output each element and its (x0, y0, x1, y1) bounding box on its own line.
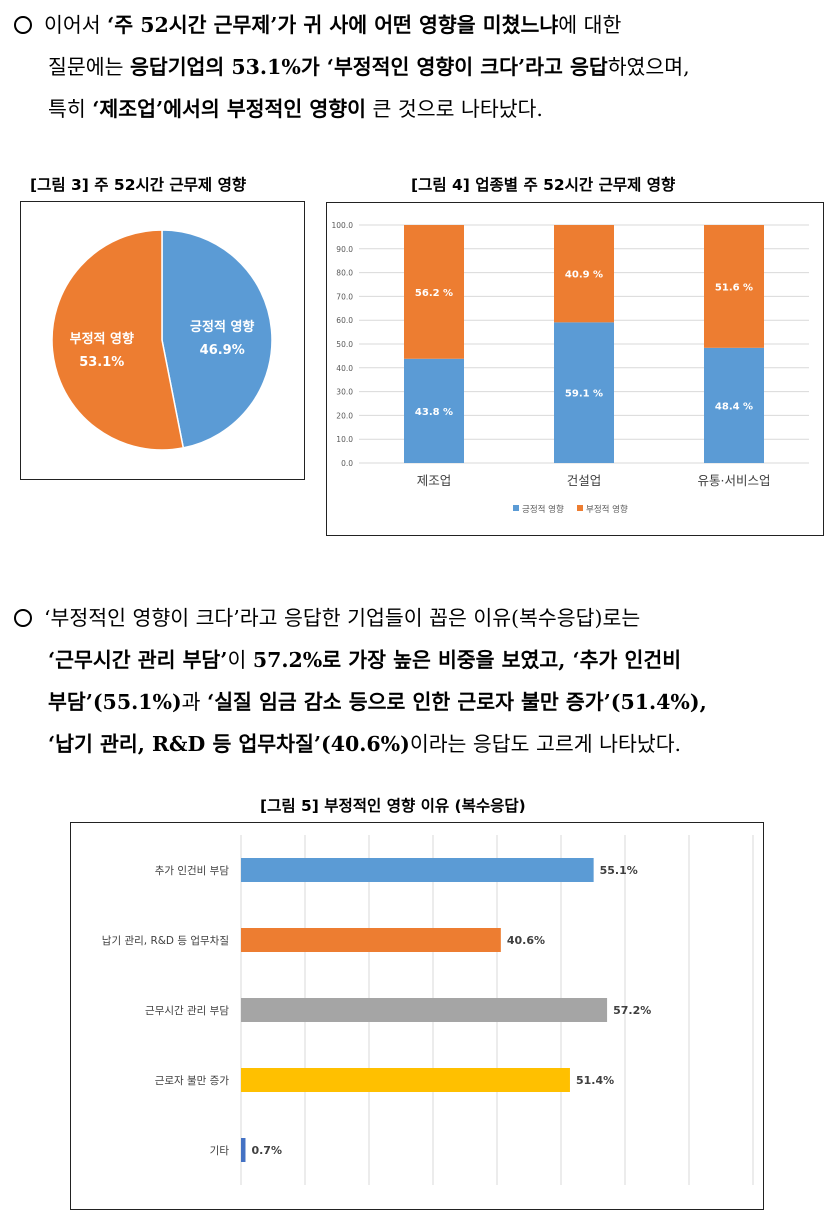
figure-5-caption: [그림 5] 부정적인 영향 이유 (복수응답) (260, 797, 526, 815)
bar (241, 928, 501, 952)
figure-4-frame: 0.0 10.0 20.0 30.0 40.0 50.0 60.0 70.0 80.0 90.0 1… (326, 202, 824, 536)
text-run: 이라는 응답도 고르게 나타났다. (409, 732, 682, 756)
bar-value-label: 55.1% (600, 864, 638, 877)
y-tick-label: 70.0 (336, 292, 353, 301)
pie-slice-label: 긍정적 영향 (190, 319, 254, 335)
y-tick-label: 90.0 (336, 245, 353, 254)
text-run: 큰 것으로 나타났다. (365, 97, 543, 121)
y-tick-label: 60.0 (336, 316, 353, 325)
figure-5-frame: 추가 인건비 부담 55.1% 납기 관리, R&D 등 업무차질 40.6% 근무시간… (70, 822, 764, 1210)
x-category-label: 제조업 (417, 473, 452, 488)
bold-run: 응답기업의 53.1%가 ‘부정적인 영향이 크다’라고 응답 (129, 55, 608, 79)
bar-value-label: 0.7% (251, 1144, 282, 1157)
bar-value-label: 43.8 % (415, 407, 453, 418)
figure-4-caption: [그림 4] 업종별 주 52시간 근무제 영향 (411, 176, 676, 194)
bar-value-label: 59.1 % (565, 389, 603, 400)
bar (241, 1068, 570, 1092)
pie-slice-value: 46.9% (200, 343, 245, 358)
category-label: 납기 관리, R&D 등 업무차질 (102, 934, 229, 947)
text-run: 과 (181, 690, 208, 714)
pie-slice (51, 229, 185, 451)
legend-swatch (513, 505, 519, 511)
bar-value-label: 51.6 % (715, 282, 753, 293)
y-tick-label: 30.0 (336, 388, 353, 397)
paragraph-1-line-3: 특히 ‘제조업’에서의 부정적인 영향이 큰 것으로 나타났다. (14, 88, 826, 130)
bold-run: ‘납기 관리, R&D 등 업무차질’(40.6%) (48, 732, 410, 756)
category-label: 추가 인건비 부담 (155, 865, 230, 877)
circle-bullet-icon (14, 15, 32, 34)
y-tick-label: 10.0 (336, 435, 353, 444)
bar-value-label: 57.2% (613, 1004, 651, 1017)
bold-run: ‘주 52시간 근무제’가 귀 사에 어떤 영향을 미쳤느냐 (107, 13, 559, 37)
paragraph-2-line-2: ‘근무시간 관리 부담’이 57.2%로 가장 높은 비중을 보였고, ‘추가 … (14, 639, 826, 681)
legend-label: 긍정적 영향 (522, 504, 564, 515)
stacked-bar-chart: 0.0 10.0 20.0 30.0 40.0 50.0 60.0 70.0 80.0 90.0 1… (332, 221, 809, 515)
text-run: 질문에는 (48, 55, 130, 79)
bar-segment (554, 322, 614, 463)
paragraph-2-line-4: ‘납기 관리, R&D 등 업무차질’(40.6%)이라는 응답도 고르게 나타… (14, 723, 826, 765)
text-run: 에 대한 (558, 13, 622, 37)
text-run: 이어서 (44, 13, 108, 37)
y-tick-label: 80.0 (336, 269, 353, 278)
pie-slice (161, 229, 273, 449)
pie-chart: 긍정적 영향 46.9% 부정적 영향 53.1% (51, 229, 273, 451)
bar-segment (404, 358, 464, 463)
bar (241, 1138, 246, 1162)
y-tick-label: 20.0 (336, 411, 353, 420)
category-label: 기타 (210, 1145, 230, 1157)
bar-value-label: 56.2 % (415, 288, 453, 299)
bold-run: 57.2%로 가장 높은 비중을 보였고, ‘추가 인건비 (252, 648, 682, 672)
bar-segment (704, 225, 764, 348)
bold-run: 부담’(55.1%) (48, 690, 182, 714)
text-run: ‘부정적인 영향이 크다’라고 응답한 기업들이 꼽은 이유(복수응답)로는 (44, 606, 641, 630)
paragraph-1-line-1: 이어서 ‘주 52시간 근무제’가 귀 사에 어떤 영향을 미쳤느냐에 대한 (14, 4, 826, 46)
category-label: 근로자 불만 증가 (155, 1075, 230, 1087)
pie-slice-value: 53.1% (79, 355, 124, 370)
bar-value-label: 51.4% (576, 1074, 614, 1087)
category-label: 근무시간 관리 부담 (145, 1005, 229, 1017)
pie-slice-label: 부정적 영향 (70, 331, 134, 347)
horizontal-bar-chart: 추가 인건비 부담 55.1% 납기 관리, R&D 등 업무차질 40.6% 근무시간… (102, 835, 754, 1185)
legend-swatch (577, 505, 583, 511)
text-run: 이 (227, 648, 253, 672)
bold-run: ‘근무시간 관리 부담’ (48, 648, 228, 672)
bar-value-label: 40.9 % (565, 270, 603, 281)
bar (241, 858, 594, 882)
bar (241, 998, 608, 1022)
paragraph-2-line-1: ‘부정적인 영향이 크다’라고 응답한 기업들이 꼽은 이유(복수응답)로는 (14, 597, 826, 639)
text-run: 특히 (48, 97, 93, 121)
x-category-label: 건설업 (567, 473, 602, 488)
bar-value-label: 48.4 % (715, 401, 753, 412)
bar-segment (404, 225, 464, 359)
paragraph-2: ‘부정적인 영향이 크다’라고 응답한 기업들이 꼽은 이유(복수응답)로는 ‘… (14, 597, 826, 765)
bar-segment (554, 225, 614, 323)
y-tick-label: 50.0 (336, 340, 353, 349)
figure-3-caption: [그림 3] 주 52시간 근무제 영향 (30, 176, 247, 194)
bold-run: ‘제조업’에서의 부정적인 영향이 (92, 97, 366, 121)
legend-label: 부정적 영향 (586, 504, 628, 515)
x-category-label: 유통·서비스업 (698, 473, 771, 488)
figure-3-frame: 긍정적 영향 46.9% 부정적 영향 53.1% (20, 201, 305, 480)
paragraph-1: 이어서 ‘주 52시간 근무제’가 귀 사에 어떤 영향을 미쳤느냐에 대한 질… (14, 4, 826, 130)
circle-bullet-icon (14, 608, 32, 627)
bar-segment (704, 347, 764, 463)
paragraph-2-line-3: 부담’(55.1%)과 ‘실질 임금 감소 등으로 인한 근로자 불만 증가’(… (14, 681, 826, 723)
y-tick-label: 40.0 (336, 364, 353, 373)
y-tick-label: 100.0 (332, 221, 354, 230)
y-tick-label: 0.0 (341, 459, 353, 468)
text-run: 하였으며, (607, 55, 690, 79)
paragraph-1-line-2: 질문에는 응답기업의 53.1%가 ‘부정적인 영향이 크다’라고 응답하였으며… (14, 46, 826, 88)
bold-run: ‘실질 임금 감소 등으로 인한 근로자 불만 증가’(51.4%), (207, 690, 707, 714)
bar-value-label: 40.6% (507, 934, 545, 947)
